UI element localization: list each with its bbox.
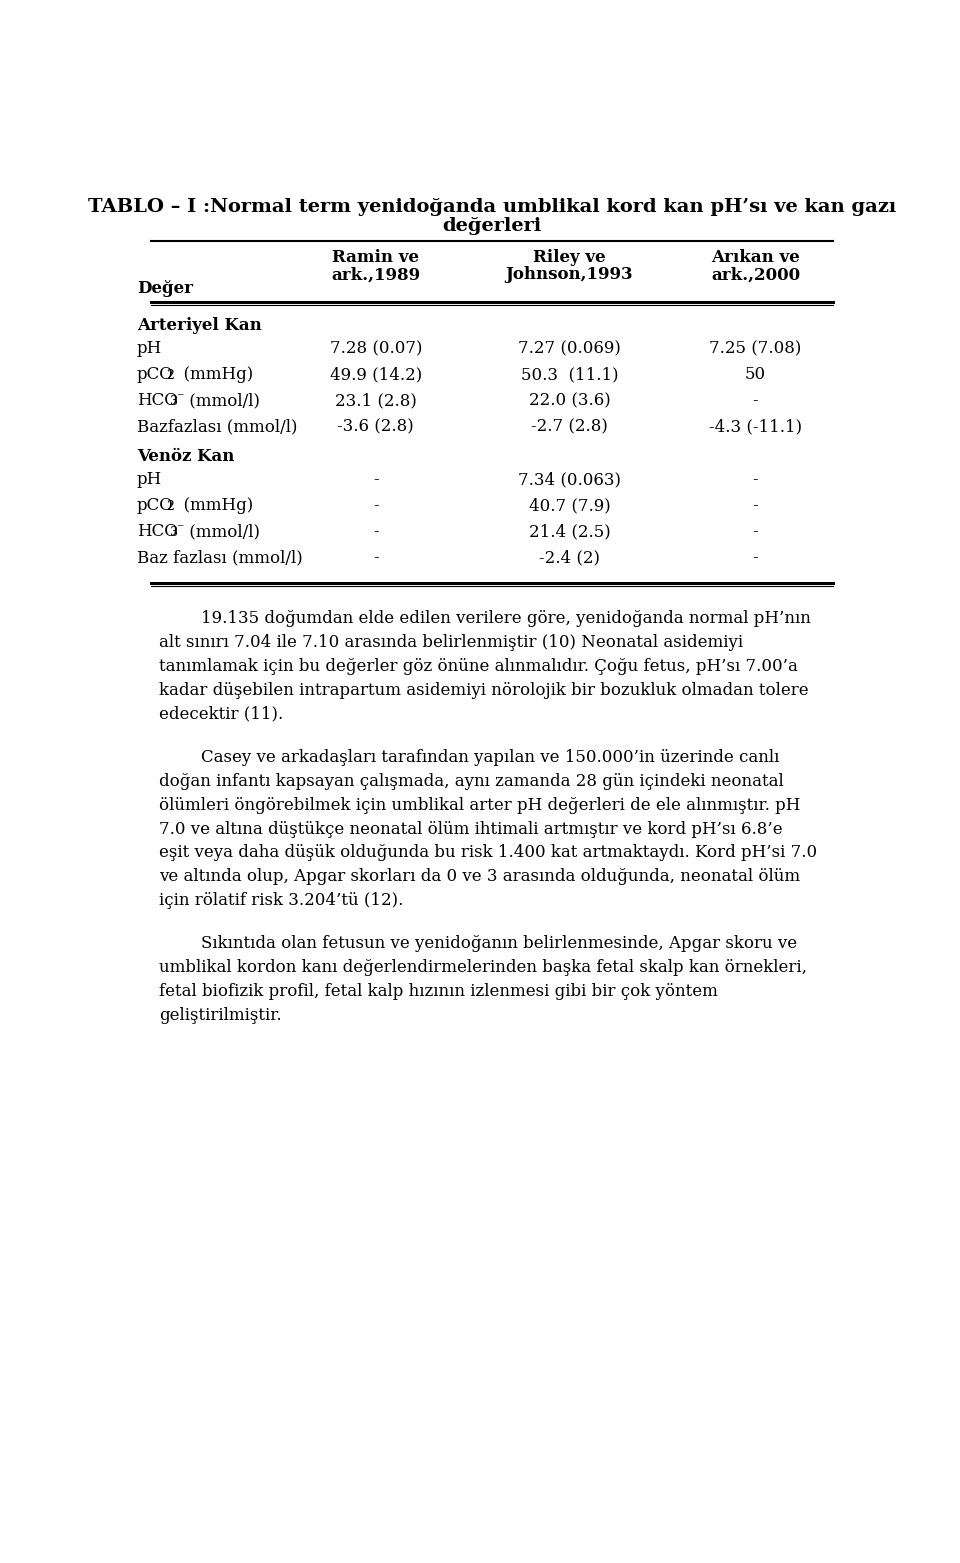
Text: umblikal kordon kanı değerlendirmelerinden başka fetal skalp kan örnekleri,: umblikal kordon kanı değerlendirmelerind…: [158, 960, 806, 977]
Text: -: -: [753, 497, 758, 514]
Text: -: -: [753, 550, 758, 566]
Text: fetal biofizik profil, fetal kalp hızının izlenmesi gibi bir çok yöntem: fetal biofizik profil, fetal kalp hızını…: [158, 983, 718, 1000]
Text: TABLO – I :Normal term yenidoğanda umblikal kord kan pH’sı ve kan gazı: TABLO – I :Normal term yenidoğanda umbli…: [88, 199, 896, 216]
Text: geliştirilmiştir.: geliştirilmiştir.: [158, 1007, 281, 1024]
Text: 49.9 (14.2): 49.9 (14.2): [329, 366, 421, 383]
Text: Riley ve: Riley ve: [533, 249, 606, 266]
Text: Johnson,1993: Johnson,1993: [506, 266, 634, 283]
Text: Casey ve arkadaşları tarafından yapılan ve 150.000’in üzerinde canlı: Casey ve arkadaşları tarafından yapılan …: [202, 749, 780, 766]
Text: ark.,2000: ark.,2000: [711, 266, 800, 283]
Text: (mmHg): (mmHg): [174, 497, 253, 514]
Text: -: -: [372, 550, 378, 566]
Text: edecektir (11).: edecektir (11).: [158, 706, 283, 722]
Text: 7.28 (0.07): 7.28 (0.07): [329, 341, 422, 356]
Text: -2.7 (2.8): -2.7 (2.8): [531, 419, 608, 436]
Text: 7.34 (0.063): 7.34 (0.063): [518, 470, 621, 488]
Text: HCO: HCO: [137, 392, 178, 410]
Text: -: -: [372, 524, 378, 541]
Text: -: -: [753, 392, 758, 410]
Text: kadar düşebilen intrapartum asidemiyi nörolojik bir bozukluk olmadan tolere: kadar düşebilen intrapartum asidemiyi nö…: [158, 681, 808, 699]
Text: 23.1 (2.8): 23.1 (2.8): [335, 392, 417, 410]
Text: (mmHg): (mmHg): [174, 366, 253, 383]
Text: 7.27 (0.069): 7.27 (0.069): [518, 341, 621, 356]
Text: ⁻: ⁻: [177, 391, 184, 405]
Text: (mmol/l): (mmol/l): [183, 524, 259, 541]
Text: ve altında olup, Apgar skorları da 0 ve 3 arasında olduğunda, neonatal ölüm: ve altında olup, Apgar skorları da 0 ve …: [158, 867, 800, 885]
Text: ölümleri öngörebilmek için umblikal arter pH değerleri de ele alınmıştır. pH: ölümleri öngörebilmek için umblikal arte…: [158, 797, 800, 814]
Text: 7.25 (7.08): 7.25 (7.08): [709, 341, 802, 356]
Text: değerleri: değerleri: [443, 217, 541, 234]
Text: için rölatif risk 3.204’tü (12).: için rölatif risk 3.204’tü (12).: [158, 892, 403, 910]
Text: Arteriyel Kan: Arteriyel Kan: [137, 317, 262, 334]
Text: 40.7 (7.9): 40.7 (7.9): [529, 497, 611, 514]
Text: Arıkan ve: Arıkan ve: [711, 249, 800, 266]
Text: Sıkıntıda olan fetusun ve yenidoğanın belirlenmesinde, Apgar skoru ve: Sıkıntıda olan fetusun ve yenidoğanın be…: [202, 935, 798, 952]
Text: (mmol/l): (mmol/l): [183, 392, 259, 410]
Text: 2: 2: [166, 500, 175, 513]
Text: 2: 2: [166, 369, 175, 383]
Text: ark.,1989: ark.,1989: [331, 266, 420, 283]
Text: eşit veya daha düşük olduğunda bu risk 1.400 kat artmaktaydı. Kord pH’si 7.0: eşit veya daha düşük olduğunda bu risk 1…: [158, 844, 817, 861]
Text: -2.4 (2): -2.4 (2): [539, 550, 600, 566]
Text: HCO: HCO: [137, 524, 178, 541]
Text: Baz fazlası (mmol/l): Baz fazlası (mmol/l): [137, 550, 302, 566]
Text: 21.4 (2.5): 21.4 (2.5): [529, 524, 611, 541]
Text: -4.3 (-11.1): -4.3 (-11.1): [708, 419, 802, 436]
Text: pH: pH: [137, 341, 162, 356]
Text: -: -: [372, 497, 378, 514]
Text: 19.135 doğumdan elde edilen verilere göre, yenidoğanda normal pH’nın: 19.135 doğumdan elde edilen verilere gör…: [202, 610, 811, 627]
Text: Venöz Kan: Venöz Kan: [137, 449, 234, 464]
Text: ⁻: ⁻: [177, 522, 184, 536]
Text: pCO: pCO: [137, 366, 174, 383]
Text: pCO: pCO: [137, 497, 174, 514]
Text: doğan infantı kapsayan çalışmada, aynı zamanda 28 gün içindeki neonatal: doğan infantı kapsayan çalışmada, aynı z…: [158, 772, 783, 789]
Text: 3: 3: [170, 395, 178, 408]
Text: 22.0 (3.6): 22.0 (3.6): [529, 392, 611, 410]
Text: -: -: [753, 524, 758, 541]
Text: -: -: [753, 470, 758, 488]
Text: -: -: [372, 470, 378, 488]
Text: -3.6 (2.8): -3.6 (2.8): [337, 419, 414, 436]
Text: Bazfazlası (mmol/l): Bazfazlası (mmol/l): [137, 419, 298, 436]
Text: 3: 3: [170, 527, 178, 539]
Text: 50.3  (11.1): 50.3 (11.1): [520, 366, 618, 383]
Text: pH: pH: [137, 470, 162, 488]
Text: 50: 50: [745, 366, 766, 383]
Text: Değer: Değer: [137, 280, 193, 297]
Text: 7.0 ve altına düştükçe neonatal ölüm ihtimali artmıştır ve kord pH’sı 6.8’e: 7.0 ve altına düştükçe neonatal ölüm iht…: [158, 821, 782, 838]
Text: alt sınırı 7.04 ile 7.10 arasında belirlenmiştir (10) Neonatal asidemiyi: alt sınırı 7.04 ile 7.10 arasında belirl…: [158, 635, 743, 652]
Text: Ramin ve: Ramin ve: [332, 249, 420, 266]
Text: tanımlamak için bu değerler göz önüne alınmalıdır. Çoğu fetus, pH’sı 7.00’a: tanımlamak için bu değerler göz önüne al…: [158, 658, 798, 675]
